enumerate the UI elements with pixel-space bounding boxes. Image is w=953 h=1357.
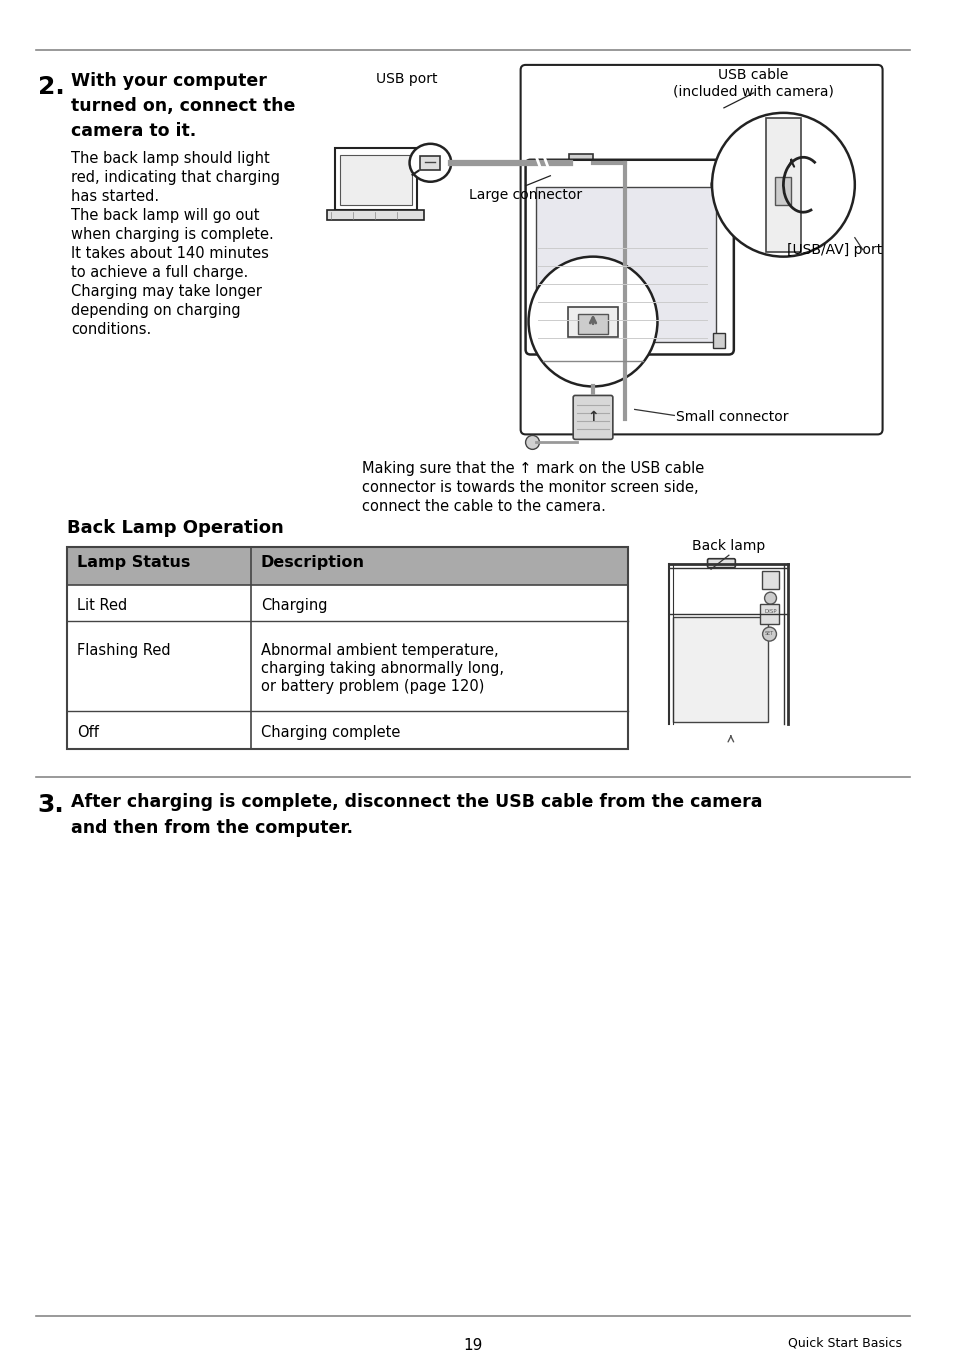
Text: conditions.: conditions. — [71, 322, 152, 337]
Circle shape — [763, 592, 776, 604]
Bar — [712, 332, 724, 347]
Bar — [327, 210, 424, 220]
Text: Making sure that the ↑ mark on the USB cable: Making sure that the ↑ mark on the USB c… — [361, 461, 703, 476]
Text: Flashing Red: Flashing Red — [77, 643, 171, 658]
Text: Small connector: Small connector — [676, 410, 788, 425]
Text: Lit Red: Lit Red — [77, 598, 128, 613]
Text: After charging is complete, disconnect the USB cable from the camera: After charging is complete, disconnect t… — [71, 792, 762, 811]
Text: 19: 19 — [463, 1338, 482, 1353]
Text: USB port: USB port — [375, 72, 436, 85]
Bar — [569, 153, 593, 172]
Text: connector is towards the monitor screen side,: connector is towards the monitor screen … — [361, 480, 698, 495]
Text: or battery problem (page 120): or battery problem (page 120) — [260, 678, 484, 693]
Bar — [673, 617, 767, 722]
Text: Quick Start Basics: Quick Start Basics — [787, 1337, 902, 1349]
Circle shape — [710, 176, 726, 193]
FancyBboxPatch shape — [520, 65, 882, 434]
Text: The back lamp should light: The back lamp should light — [71, 151, 270, 166]
Text: to achieve a full charge.: to achieve a full charge. — [71, 265, 249, 280]
Text: and then from the computer.: and then from the computer. — [71, 818, 353, 837]
Text: ↑: ↑ — [587, 410, 598, 425]
Text: [USB/AV] port: [USB/AV] port — [786, 243, 882, 256]
Bar — [565, 160, 571, 174]
Text: depending on charging: depending on charging — [71, 303, 241, 318]
Text: Charging complete: Charging complete — [260, 725, 399, 740]
Text: charging taking abnormally long,: charging taking abnormally long, — [260, 661, 503, 676]
Bar — [68, 547, 627, 585]
Bar — [759, 604, 779, 624]
Text: Charging: Charging — [260, 598, 327, 613]
Circle shape — [711, 113, 854, 256]
Text: 2.: 2. — [38, 75, 65, 99]
Text: 3.: 3. — [38, 792, 65, 817]
Text: when charging is complete.: when charging is complete. — [71, 227, 274, 242]
FancyBboxPatch shape — [573, 395, 612, 440]
Bar — [764, 118, 801, 251]
Circle shape — [525, 436, 538, 449]
Text: connect the cable to the camera.: connect the cable to the camera. — [361, 499, 605, 514]
Bar — [68, 547, 627, 749]
Text: Lamp Status: Lamp Status — [77, 555, 191, 570]
Text: SET: SET — [764, 631, 773, 635]
FancyBboxPatch shape — [707, 559, 735, 567]
Text: turned on, connect the: turned on, connect the — [71, 96, 295, 115]
Text: It takes about 140 minutes: It takes about 140 minutes — [71, 246, 269, 261]
Text: Description: Description — [260, 555, 364, 570]
Text: Abnormal ambient temperature,: Abnormal ambient temperature, — [260, 643, 497, 658]
Text: Back lamp: Back lamp — [692, 539, 764, 554]
Bar — [335, 148, 416, 210]
Text: has started.: has started. — [71, 189, 159, 204]
Circle shape — [528, 256, 657, 387]
Text: With your computer: With your computer — [71, 72, 267, 90]
Text: camera to it.: camera to it. — [71, 122, 196, 140]
Bar — [775, 176, 791, 205]
Text: Off: Off — [77, 725, 99, 740]
Bar — [760, 571, 779, 589]
Bar — [568, 307, 618, 337]
Text: DISP: DISP — [763, 609, 776, 613]
Text: Back Lamp Operation: Back Lamp Operation — [68, 520, 284, 537]
Text: The back lamp will go out: The back lamp will go out — [71, 208, 259, 223]
FancyBboxPatch shape — [525, 160, 733, 354]
Text: red, indicating that charging: red, indicating that charging — [71, 170, 280, 185]
Circle shape — [761, 627, 776, 641]
Text: Large connector: Large connector — [469, 187, 581, 202]
Bar — [578, 313, 607, 334]
Bar — [535, 187, 716, 342]
Text: Charging may take longer: Charging may take longer — [71, 284, 262, 299]
Bar — [340, 155, 411, 205]
Bar — [420, 156, 440, 170]
Ellipse shape — [409, 144, 451, 182]
Text: USB cable
(included with camera): USB cable (included with camera) — [673, 68, 833, 98]
